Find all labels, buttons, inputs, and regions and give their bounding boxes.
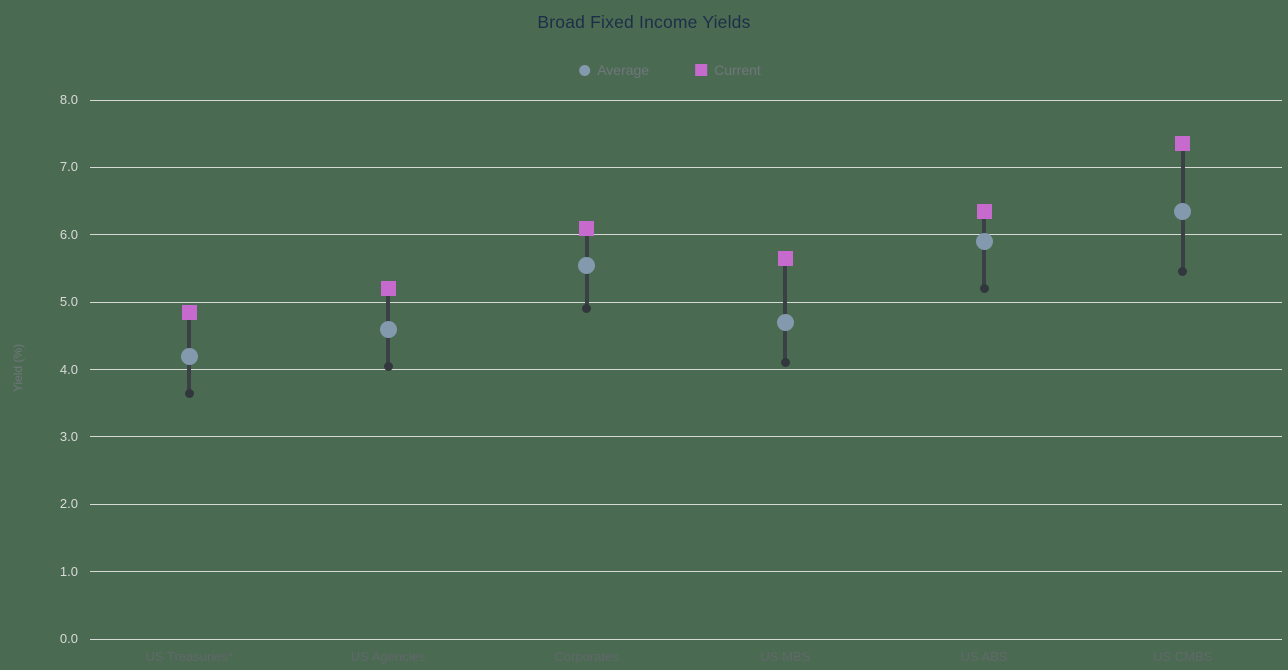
average-data-point[interactable] xyxy=(379,320,397,338)
range-low-marker[interactable] xyxy=(780,358,790,368)
gridline xyxy=(90,369,1282,370)
range-low-marker[interactable] xyxy=(979,284,989,294)
range-low-marker[interactable] xyxy=(383,361,393,371)
gridline xyxy=(90,99,1282,101)
range-low-marker[interactable] xyxy=(1178,267,1188,277)
y-tick-label: 1.0 xyxy=(59,563,78,579)
legend-item-current[interactable]: Current xyxy=(695,62,761,78)
x-category-label: US Agencies xyxy=(350,649,426,664)
range-low-marker[interactable] xyxy=(582,304,592,314)
current-data-point[interactable] xyxy=(181,304,197,320)
average-data-point[interactable] xyxy=(975,232,993,250)
x-category-label: US MBS xyxy=(760,649,811,664)
gridline xyxy=(90,166,1282,168)
legend-label-average: Average xyxy=(597,62,650,78)
current-data-point[interactable] xyxy=(579,220,595,236)
chart-title: Broad Fixed Income Yields xyxy=(537,12,751,32)
average-data-point[interactable] xyxy=(578,256,596,274)
average-data-point[interactable] xyxy=(776,313,794,331)
gridline xyxy=(90,234,1282,236)
y-tick-label: 2.0 xyxy=(59,496,78,512)
y-tick-label: 4.0 xyxy=(59,361,78,377)
y-tick-label: 3.0 xyxy=(59,428,78,444)
gridline xyxy=(90,436,1282,438)
current-data-point[interactable] xyxy=(1175,136,1191,152)
x-category-label: US CMBS xyxy=(1153,649,1213,664)
y-tick-label: 8.0 xyxy=(59,92,78,107)
x-category-label: Corporates xyxy=(554,649,619,664)
current-data-point[interactable] xyxy=(380,281,396,297)
average-data-point[interactable] xyxy=(1174,202,1192,220)
x-category-label: US Treasuries* xyxy=(145,649,234,664)
gridline xyxy=(90,638,1282,640)
y-tick-label: 7.0 xyxy=(59,159,78,175)
chart-legend: Average Current xyxy=(579,62,761,78)
range-connector xyxy=(783,258,788,363)
gridline xyxy=(90,571,1282,573)
average-marker-icon xyxy=(579,64,591,76)
y-tick-label: 0.0 xyxy=(59,631,78,646)
legend-item-average[interactable]: Average xyxy=(579,62,649,78)
legend-label-current: Current xyxy=(714,62,761,78)
current-data-point[interactable] xyxy=(976,203,992,219)
current-marker-icon xyxy=(695,64,708,76)
range-low-marker[interactable] xyxy=(184,388,194,398)
y-tick-label: 6.0 xyxy=(59,226,78,242)
current-data-point[interactable] xyxy=(777,250,793,266)
x-category-label: US ABS xyxy=(960,649,1008,664)
gridline xyxy=(90,301,1282,303)
average-data-point[interactable] xyxy=(180,347,198,365)
gridline xyxy=(90,503,1282,505)
y-tick-label: 5.0 xyxy=(59,294,78,310)
